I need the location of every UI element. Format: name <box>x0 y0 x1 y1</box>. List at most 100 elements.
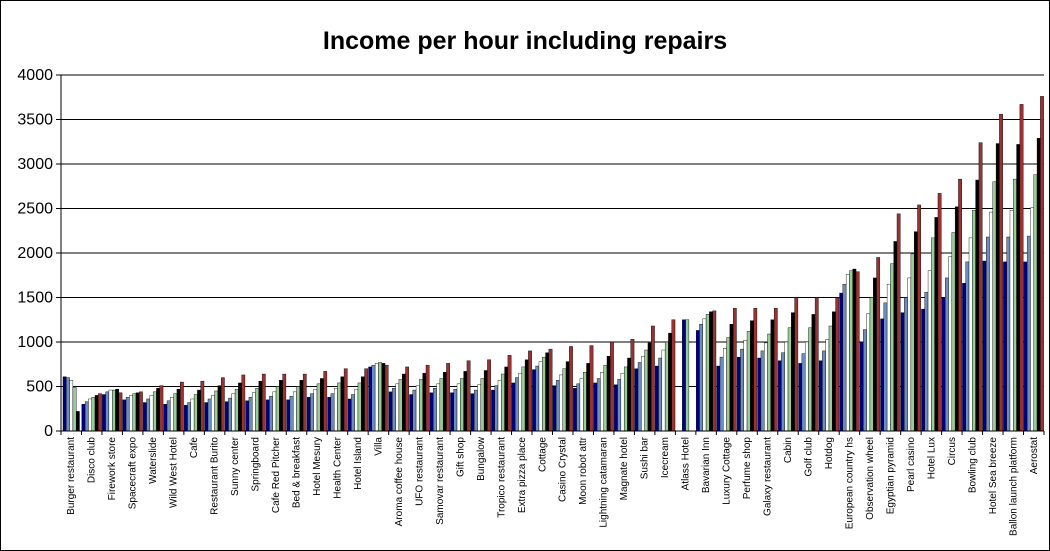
bar <box>347 398 352 432</box>
bar <box>108 389 113 432</box>
bar <box>880 318 885 432</box>
bar <box>75 411 80 432</box>
x-axis-labels: Burger restaurant Disco club Firework stor… <box>60 431 1045 536</box>
bar <box>798 363 803 432</box>
bar <box>764 342 768 432</box>
bar <box>170 396 174 432</box>
bar <box>279 380 283 432</box>
bar <box>412 389 417 432</box>
bar <box>1026 235 1031 432</box>
bar <box>603 364 608 432</box>
bar <box>405 366 410 432</box>
bar <box>422 372 427 432</box>
bar <box>934 217 939 432</box>
bar <box>323 371 328 432</box>
y-tick-label: 3000 <box>17 156 53 173</box>
bar <box>340 376 345 432</box>
bar <box>583 372 587 432</box>
bar <box>463 371 468 432</box>
bar <box>682 319 686 432</box>
bar <box>207 398 212 432</box>
bar <box>866 313 871 432</box>
bar <box>1023 261 1028 432</box>
bar <box>501 373 505 432</box>
bar <box>842 283 847 432</box>
bar <box>371 364 376 432</box>
bar <box>576 383 581 432</box>
bar <box>320 378 324 432</box>
bar <box>896 213 901 432</box>
bar <box>91 396 96 432</box>
x-tick-label: Springboard <box>251 437 262 491</box>
bar <box>958 178 962 432</box>
bar <box>822 350 826 432</box>
bar <box>811 314 816 432</box>
bar <box>982 260 987 432</box>
bar <box>726 337 731 432</box>
bar <box>634 368 639 432</box>
x-tick-label: Hotel Island <box>353 437 364 490</box>
bar <box>255 388 260 432</box>
x-tick-label: Hotel Sea breeze <box>988 437 999 515</box>
bar <box>992 181 997 432</box>
bar <box>542 356 546 432</box>
bar <box>357 382 362 432</box>
bar <box>532 369 536 432</box>
bar <box>699 324 703 432</box>
bar <box>904 297 908 432</box>
bar <box>828 325 833 432</box>
bar <box>480 378 485 432</box>
bar <box>261 373 266 432</box>
bar <box>869 297 874 432</box>
bar <box>446 363 450 432</box>
bar <box>69 380 74 432</box>
bar <box>937 193 942 432</box>
bar <box>518 372 522 432</box>
bar <box>668 332 672 432</box>
bar <box>614 384 618 432</box>
bar <box>883 302 888 432</box>
x-tick-label: Pearl casino <box>906 437 917 492</box>
bar <box>770 319 775 432</box>
bar <box>214 390 219 432</box>
x-tick-label: Lightning catamaran <box>599 437 610 528</box>
x-tick-label: Health Center <box>332 436 343 498</box>
bar <box>224 401 229 432</box>
y-tick-label: 2500 <box>17 201 53 218</box>
bar <box>804 341 809 432</box>
bar <box>586 363 591 432</box>
bar <box>129 395 133 432</box>
x-tick-label: Circus <box>947 437 958 465</box>
bar <box>156 388 160 432</box>
x-tick-label: Egyptian pyramid <box>885 437 896 514</box>
bar <box>149 395 154 432</box>
x-tick-label: Hotdog <box>824 437 835 469</box>
bar <box>425 364 430 432</box>
x-tick-label: Casino Crystal <box>558 437 569 502</box>
bar <box>610 341 614 432</box>
bar <box>787 327 792 432</box>
bar <box>702 318 707 432</box>
x-tick-label: Firework store <box>107 437 118 501</box>
bar <box>569 346 573 432</box>
bar <box>398 379 403 432</box>
bar <box>855 271 860 432</box>
bar <box>852 268 857 432</box>
bar <box>132 393 137 432</box>
bar <box>978 142 983 432</box>
bar <box>330 393 335 432</box>
x-tick-label: Extra pizza place <box>517 437 528 514</box>
bar <box>102 394 106 432</box>
bar <box>125 396 130 432</box>
bar <box>893 241 898 432</box>
x-tick-label: Bavarian Inn <box>701 437 712 493</box>
bar <box>66 377 70 432</box>
bar <box>429 392 434 432</box>
bar <box>723 348 727 432</box>
bar <box>368 366 373 432</box>
bar <box>122 399 127 432</box>
x-tick-label: Hotel Lux <box>926 437 937 479</box>
bar <box>220 377 225 432</box>
bar <box>545 352 550 432</box>
